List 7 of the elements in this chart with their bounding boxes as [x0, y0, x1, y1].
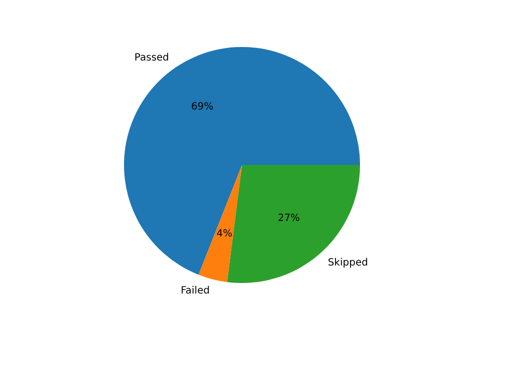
- slice-label: Skipped: [328, 257, 368, 268]
- data-label: 27%: [278, 213, 300, 224]
- slice-label: Passed: [134, 52, 170, 64]
- data-label: 4%: [216, 228, 232, 240]
- pie-slice: [198, 165, 242, 282]
- slice-label: Failed: [180, 286, 210, 297]
- data-label: 69%: [191, 101, 214, 112]
